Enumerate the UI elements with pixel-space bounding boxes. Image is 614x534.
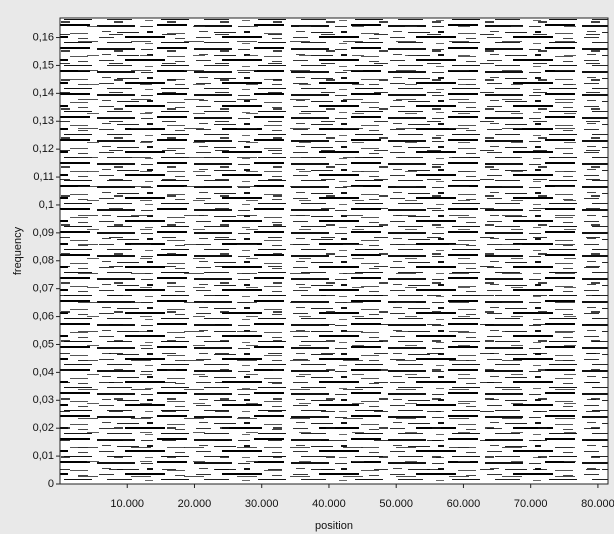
y-tick-label: 0,14 — [33, 87, 54, 99]
x-tick-label: 10.000 — [110, 498, 144, 510]
y-tick-label: 0,05 — [33, 338, 54, 350]
y-tick-label: 0,1 — [39, 199, 54, 211]
y-tick-label: 0,01 — [33, 450, 54, 462]
y-tick-label: 0,02 — [33, 422, 54, 434]
y-tick-label: 0,15 — [33, 59, 54, 71]
y-tick-label: 0,06 — [33, 310, 54, 322]
x-tick-label: 30.000 — [245, 498, 279, 510]
x-axis-label: position — [315, 520, 353, 532]
x-tick-label: 80.000 — [581, 498, 614, 510]
y-axis-label: frequency — [12, 226, 24, 275]
y-tick-label: 0,09 — [33, 227, 54, 239]
y-tick-label: 0,11 — [33, 171, 54, 183]
y-tick-label: 0,03 — [33, 394, 54, 406]
y-tick-label: 0,12 — [33, 143, 54, 155]
x-tick-label: 50.000 — [379, 498, 413, 510]
y-tick-label: 0,13 — [33, 115, 54, 127]
x-tick-label: 20.000 — [178, 498, 212, 510]
x-tick-label: 70.000 — [514, 498, 548, 510]
x-tick-label: 40.000 — [312, 498, 346, 510]
y-tick-label: 0,04 — [33, 366, 54, 378]
x-tick-label: 60.000 — [447, 498, 481, 510]
spectrogram-texture — [60, 18, 608, 484]
y-tick-label: 0,16 — [33, 31, 54, 43]
y-tick-label: 0 — [48, 478, 54, 490]
y-tick-label: 0,07 — [33, 283, 54, 295]
y-tick-label: 0,08 — [33, 255, 54, 267]
